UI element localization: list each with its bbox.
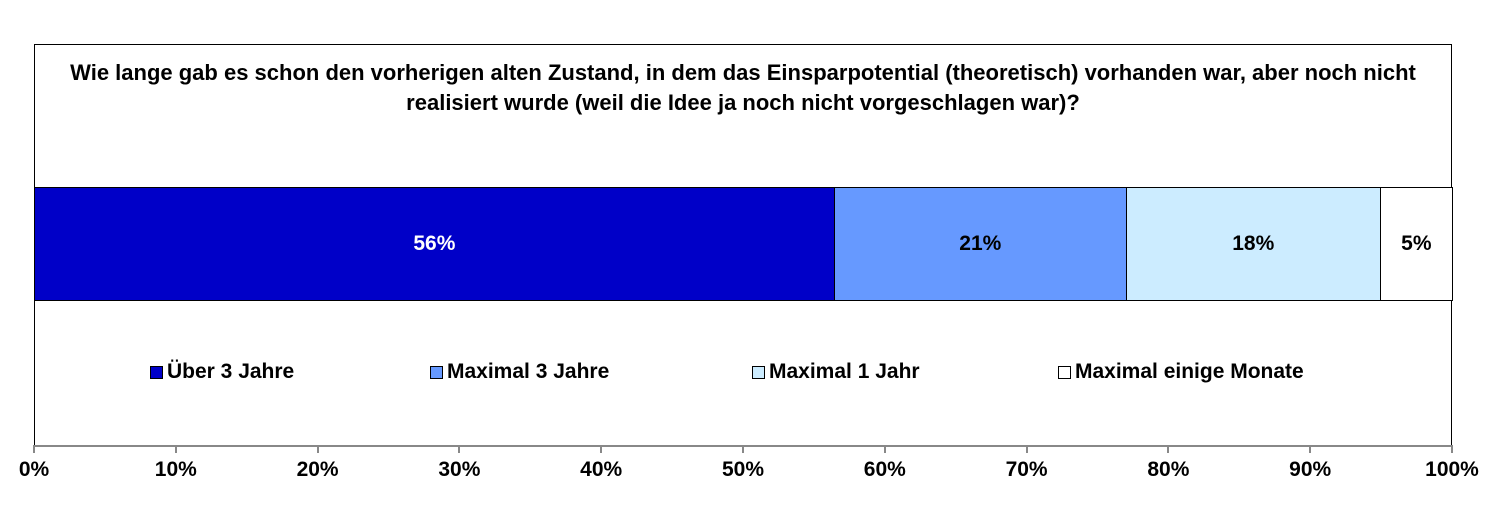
x-tick-label: 0% (18, 458, 50, 481)
bar-segment: 56% (34, 187, 835, 301)
data-label: 18% (1232, 232, 1275, 255)
x-tick-label: 90% (1289, 458, 1332, 481)
data-label: 21% (959, 232, 1002, 255)
legend-item: Maximal 1 Jahr (752, 360, 920, 384)
x-tick-mark (742, 445, 744, 453)
x-tick-label: 100% (1425, 458, 1479, 481)
x-tick-label: 60% (863, 458, 906, 481)
chart-title: Wie lange gab es schon den vorherigen al… (70, 60, 1416, 115)
legend-item: Über 3 Jahre (150, 360, 294, 384)
x-tick-label: 50% (721, 458, 765, 481)
x-tick-label: 40% (580, 458, 623, 481)
x-tick-label: 80% (1147, 458, 1190, 481)
legend-item: Maximal 3 Jahre (430, 360, 609, 384)
legend-item: Maximal einige Monate (1058, 360, 1304, 384)
legend-swatch (752, 365, 765, 379)
bar-segment: 21% (833, 187, 1127, 301)
x-tick-mark (883, 445, 886, 453)
legend-label: Maximal einige Monate (1075, 360, 1304, 383)
x-tick-mark (600, 445, 603, 453)
x-tick-mark (1167, 445, 1170, 453)
x-tick-mark (1025, 445, 1028, 453)
x-tick-label: 20% (296, 458, 339, 481)
legend-swatch (1058, 365, 1071, 379)
x-tick-mark (33, 445, 35, 453)
x-tick-label: 70% (1005, 458, 1048, 481)
data-label: 5% (1401, 232, 1432, 255)
legend-label: Maximal 1 Jahr (769, 360, 920, 383)
legend-label: Über 3 Jahre (167, 360, 295, 383)
legend-swatch (150, 365, 163, 379)
x-tick-mark (458, 445, 461, 453)
bar-segment: 18% (1125, 187, 1381, 301)
x-tick-label: 30% (438, 458, 481, 481)
x-tick-mark (1309, 445, 1312, 453)
legend-swatch (430, 365, 443, 379)
x-tick-mark (1451, 445, 1453, 453)
data-label: 56% (413, 232, 456, 255)
legend-label: Maximal 3 Jahre (447, 360, 610, 383)
legend: Über 3 Jahre Maximal 3 Jahre Maximal 1 Jah… (0, 360, 1500, 386)
x-tick-mark (316, 445, 319, 453)
bar-segment: 5% (1379, 187, 1453, 301)
x-tick-label: 10% (154, 458, 197, 481)
x-tick-mark (174, 445, 177, 453)
